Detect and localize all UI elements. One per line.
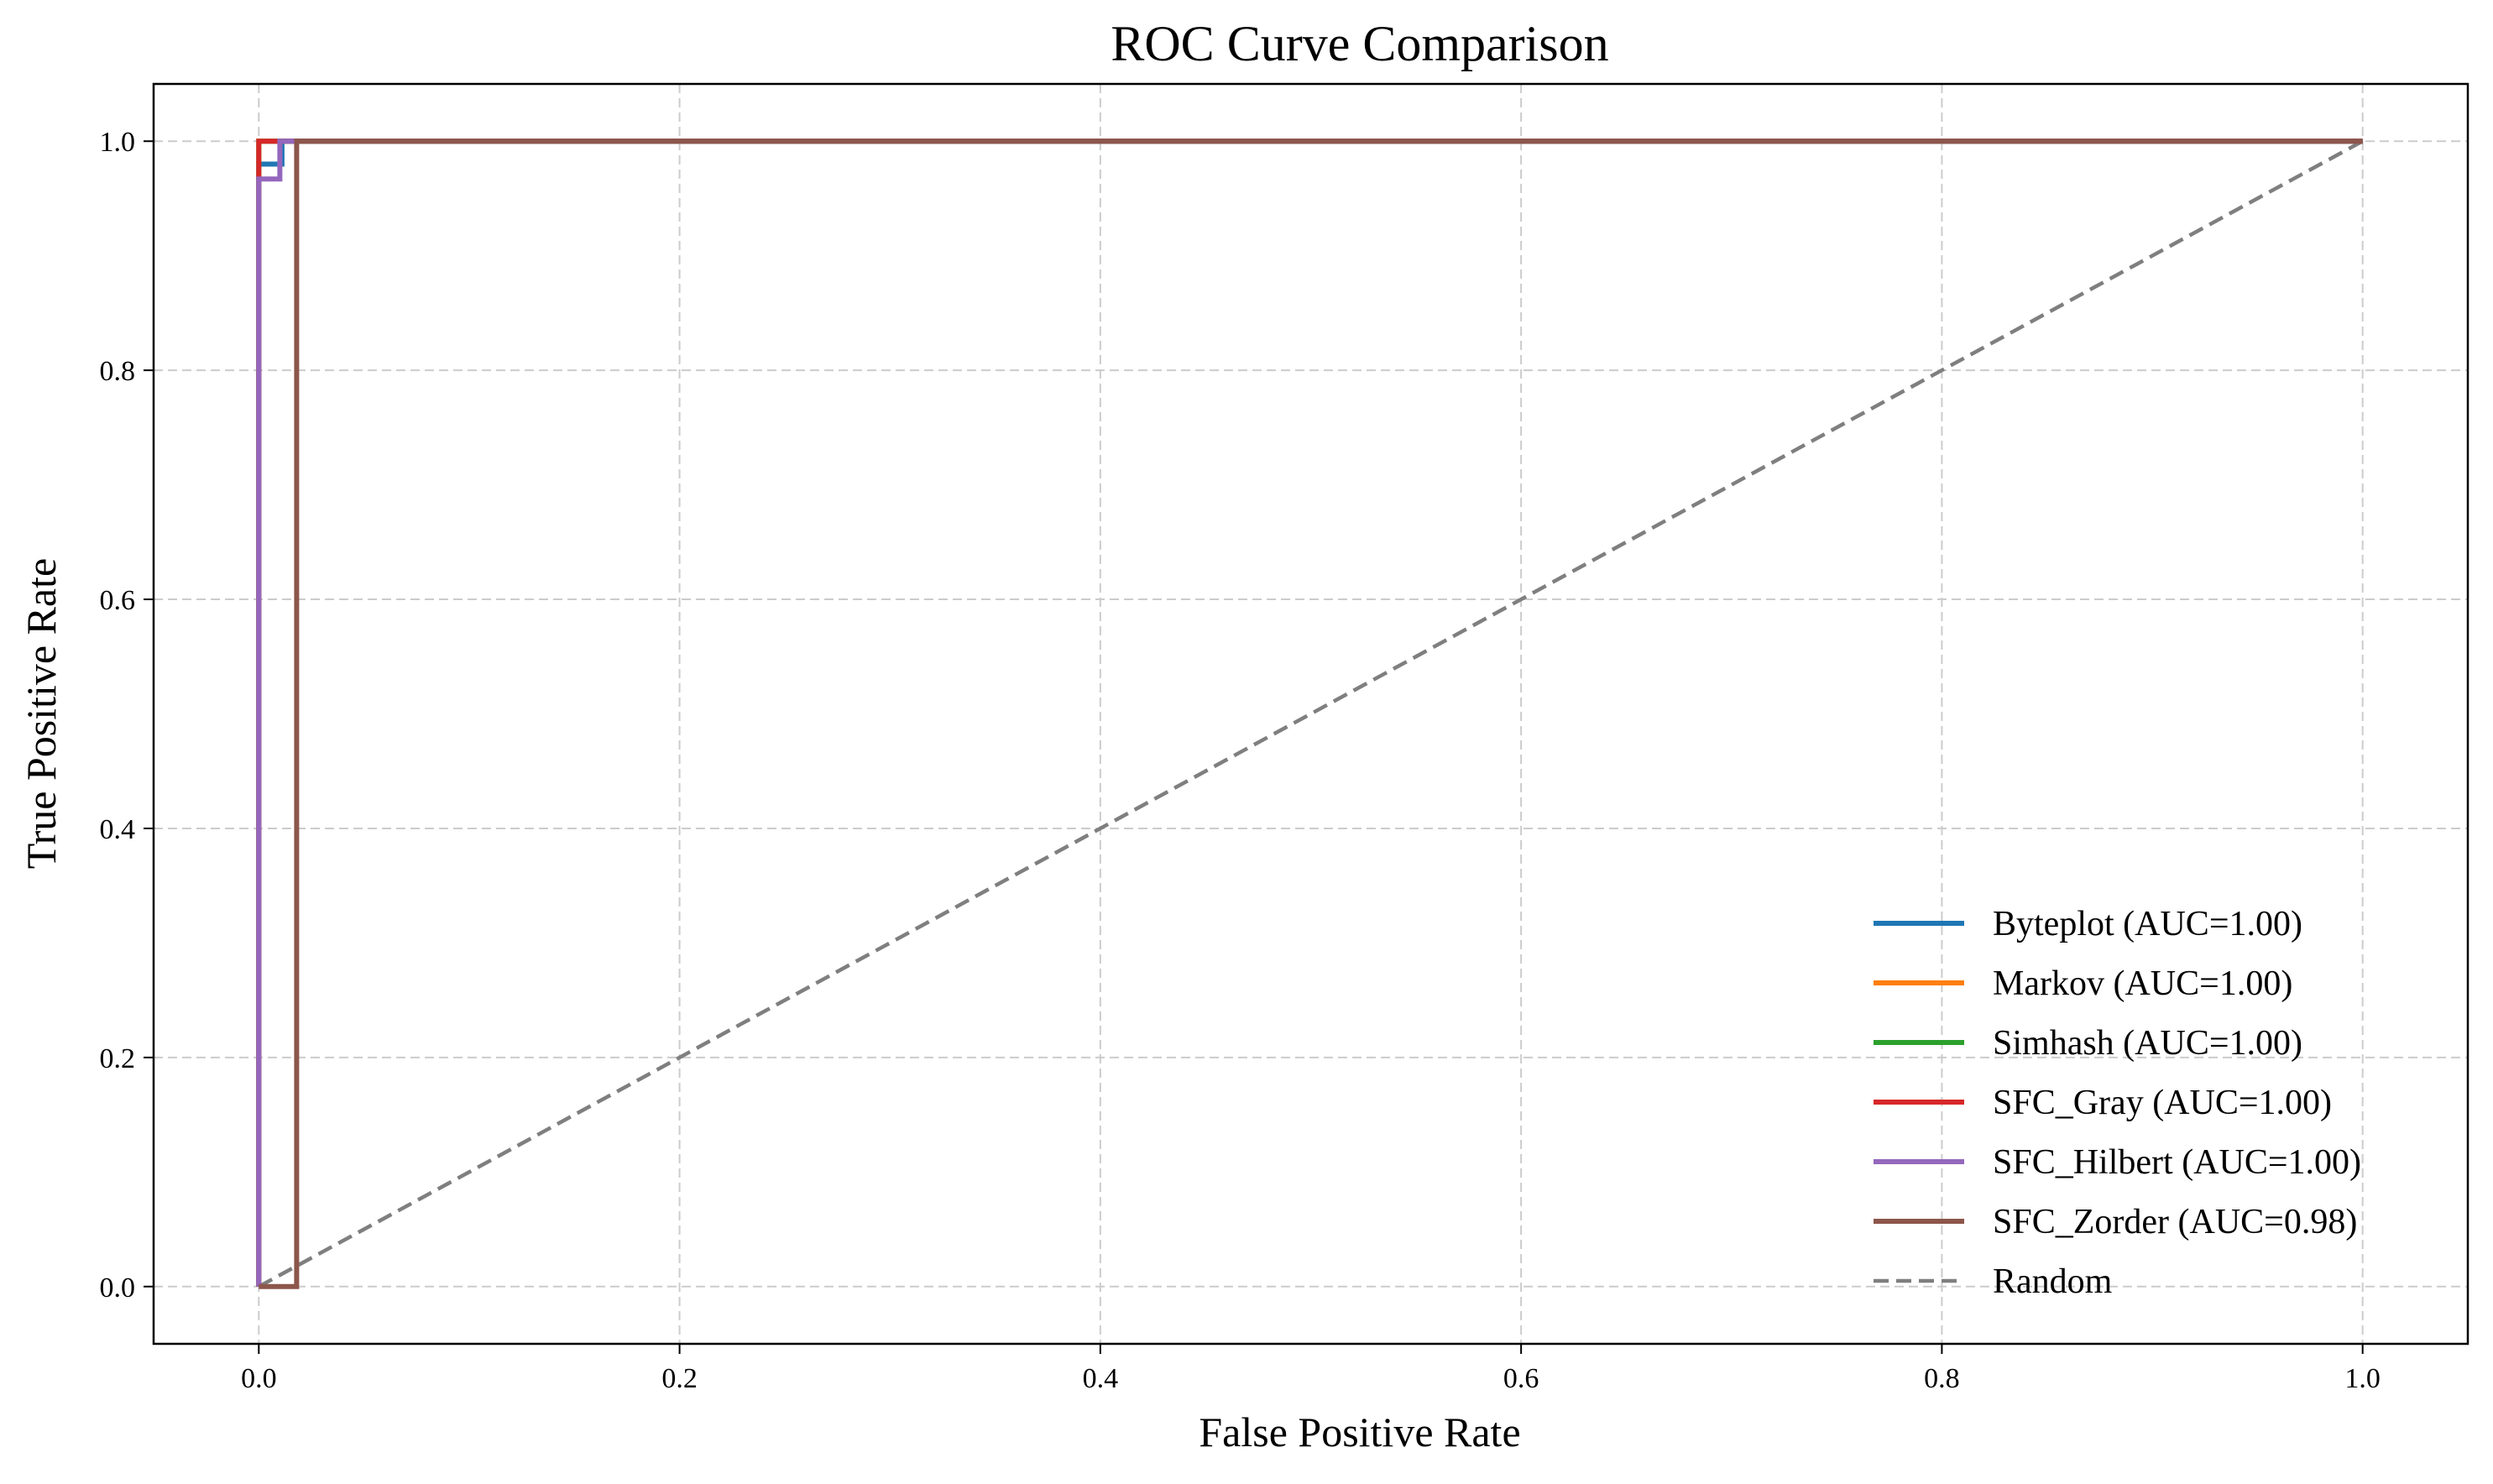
- plot-frame: [152, 82, 2469, 1346]
- y-tick-label: 0.8: [100, 356, 136, 387]
- x-tick-label: 0.6: [1503, 1363, 1539, 1394]
- y-tick-label: 0.4: [100, 814, 136, 845]
- tick-layer: 0.0 0.2 0.4 0.6 0.8 1.0 0.0 0.2 0.4 0.6 0.8 1.0: [100, 127, 2381, 1394]
- legend-label-random: Random: [1993, 1262, 2113, 1301]
- x-tick-label: 0.8: [1924, 1363, 1960, 1394]
- x-tick-label: 1.0: [2344, 1363, 2381, 1394]
- series-layer: [256, 138, 2364, 1289]
- legend-label-sfc-zorder: SFC_Zorder (AUC=0.98): [1993, 1203, 2357, 1241]
- legend-label-byteplot: Byteplot (AUC=1.00): [1993, 905, 2302, 943]
- x-tick-label: 0.4: [1083, 1363, 1119, 1394]
- legend: Byteplot (AUC=1.00) Markov (AUC=1.00) Simh…: [1874, 905, 2361, 1301]
- y-tick-label: 1.0: [100, 127, 136, 158]
- x-tick-label: 0.2: [661, 1363, 698, 1394]
- legend-label-simhash: Simhash (AUC=1.00): [1993, 1024, 2302, 1063]
- y-tick-label: 0.0: [100, 1272, 136, 1304]
- y-axis-label: True Positive Rate: [18, 558, 65, 869]
- chart-title: ROC Curve Comparison: [1111, 16, 1608, 71]
- legend-label-sfc-gray: SFC_Gray (AUC=1.00): [1993, 1084, 2332, 1122]
- series-line-sfc-zorder: [259, 138, 2363, 1289]
- y-tick-label: 0.2: [100, 1043, 136, 1074]
- series-line-random: [258, 139, 2364, 1288]
- x-tick-label: 0.0: [241, 1363, 277, 1394]
- x-axis-label: False Positive Rate: [1199, 1408, 1520, 1455]
- legend-label-sfc-hilbert: SFC_Hilbert (AUC=1.00): [1993, 1143, 2361, 1182]
- y-tick-label: 0.6: [100, 585, 136, 616]
- legend-label-markov: Markov (AUC=1.00): [1993, 964, 2292, 1003]
